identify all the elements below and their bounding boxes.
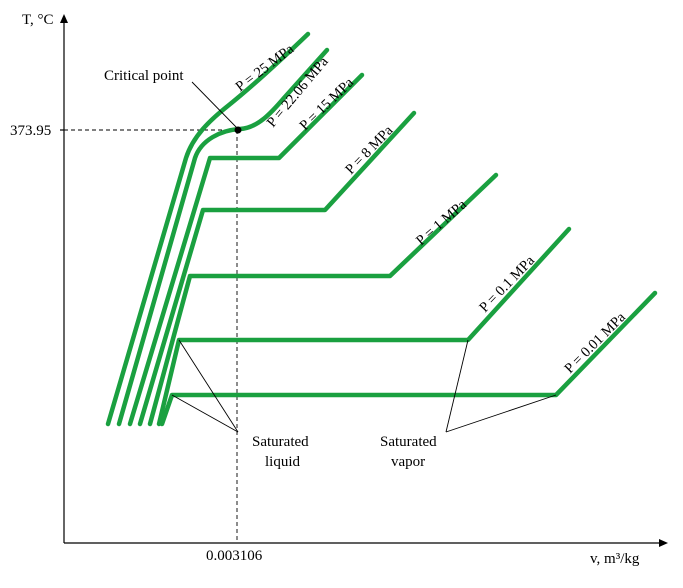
saturated-liquid-label-line1: Saturated	[252, 434, 309, 450]
y-axis-label: T, °C	[22, 12, 54, 28]
critical-temperature-tick-label: 373.95	[10, 123, 51, 139]
isobar-label-1-mpa: P = 1 MPa	[413, 196, 470, 249]
isobar-0-01-mpa	[159, 290, 658, 427]
isobar-8-mpa	[137, 110, 417, 427]
isobar-group	[105, 31, 658, 427]
x-axis-label: v, m³/kg	[590, 551, 640, 567]
saturated-liquid-label-line2: liquid	[265, 454, 301, 470]
isobar-15-mpa	[127, 72, 365, 427]
saturated-vapor-label-line2: vapor	[391, 454, 425, 470]
saturated-vapor-label-line1: Saturated	[380, 434, 437, 450]
isobar-label-0-01-mpa: P = 0.01 MPa	[562, 309, 630, 377]
isobar-label-8-mpa: P = 8 MPa	[342, 122, 396, 178]
saturated-liquid-leader-upper	[178, 339, 239, 433]
isobar-label-0-1-mpa: P = 0.1 MPa	[476, 252, 538, 315]
isobar-1-mpa	[147, 172, 499, 427]
critical-point-marker	[234, 126, 242, 134]
saturated-vapor-leader-upper	[445, 339, 469, 433]
isobar-label-25-mpa: P = 25 MPa	[233, 41, 298, 95]
isobar-0-1-mpa	[156, 226, 572, 427]
critical-point-label: Critical point	[104, 68, 184, 84]
critical-point-leader	[191, 81, 238, 129]
critical-volume-tick-label: 0.003106	[206, 548, 263, 564]
saturated-liquid-leader-lower	[171, 394, 239, 433]
saturated-vapor-leader-lower	[445, 394, 557, 433]
isobar-25-mpa	[105, 31, 311, 427]
